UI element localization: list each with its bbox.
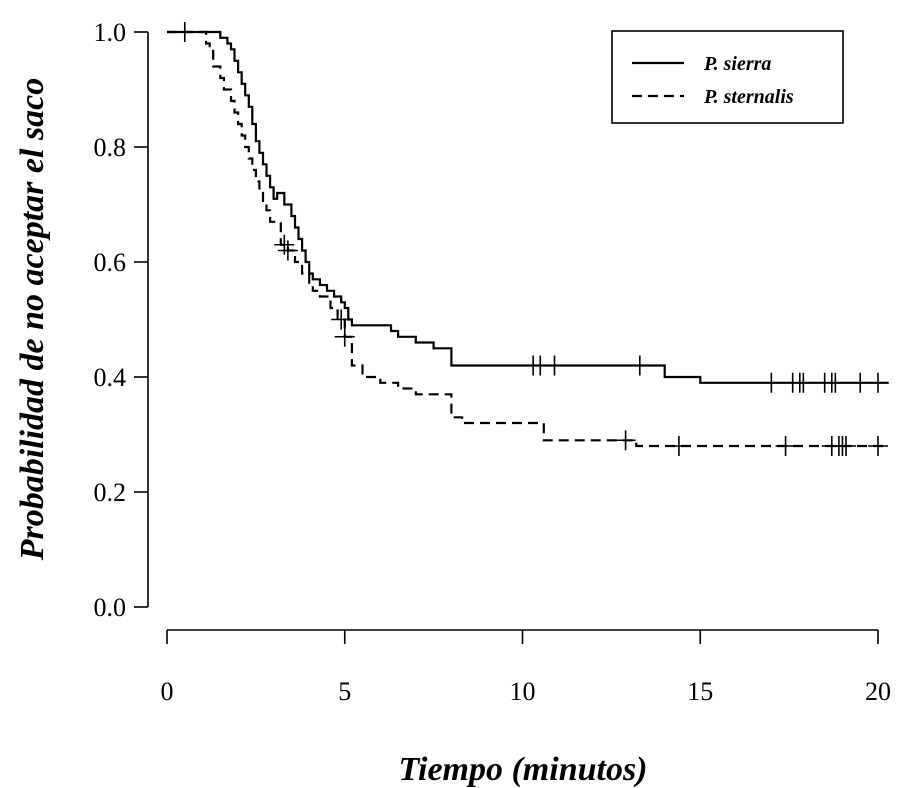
y-tick-label: 0.8 [94,133,127,162]
y-tick-label: 0.4 [94,363,127,392]
x-tick-label: 15 [687,677,713,706]
y-axis-title: Probabilidad de no aceptar el saco [14,78,51,562]
x-tick-label: 5 [338,677,351,706]
axes: 0.0 0.2 0.4 0.6 0.8 1.0 0 5 10 15 20 [94,18,892,706]
y-tick-label: 0.2 [94,478,127,507]
y-tick-label: 0.0 [94,593,127,622]
y-tick-label: 0.6 [94,248,127,277]
legend-box [611,30,844,124]
legend: P. sierra P. sternalis [611,30,844,124]
legend-label-sierra: P. sierra [703,53,771,75]
legend-label-sternalis: P. sternalis [703,86,794,108]
y-tick-label: 1.0 [94,18,127,47]
series-layer [167,22,889,456]
x-axis-title: Tiempo (minutos) [398,751,647,788]
series-line-sierra [167,30,889,384]
series-line-sternalis [167,30,889,448]
x-tick-label: 10 [510,677,536,706]
x-tick-label: 0 [161,677,174,706]
x-tick-label: 20 [865,677,891,706]
